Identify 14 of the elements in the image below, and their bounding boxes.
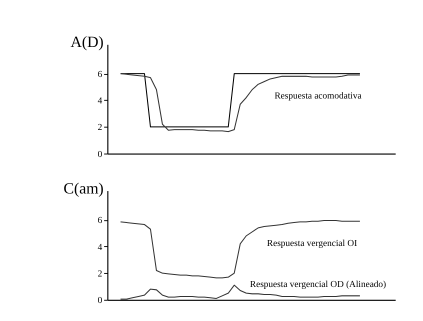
y-tick-label: 4 [98, 96, 103, 107]
y-tick-label: 6 [98, 216, 103, 226]
y-tick-label: 6 [98, 70, 103, 80]
y-tick-label: 2 [98, 269, 103, 280]
line-series [120, 220, 360, 278]
series-label: Respuesta vergencial OI [266, 239, 358, 250]
series-label: Respuesta acomodativa [274, 91, 362, 102]
series-label: Respuesta vergencial OD (Alineado) [250, 280, 386, 290]
y-tick-label: 2 [98, 123, 103, 134]
y-tick-label: 4 [98, 242, 103, 253]
y-axis-title: C(am) [63, 180, 104, 198]
y-axis-title: A(D) [70, 34, 104, 52]
y-tick-label: 0 [98, 296, 103, 306]
y-tick-label: 0 [98, 150, 103, 160]
